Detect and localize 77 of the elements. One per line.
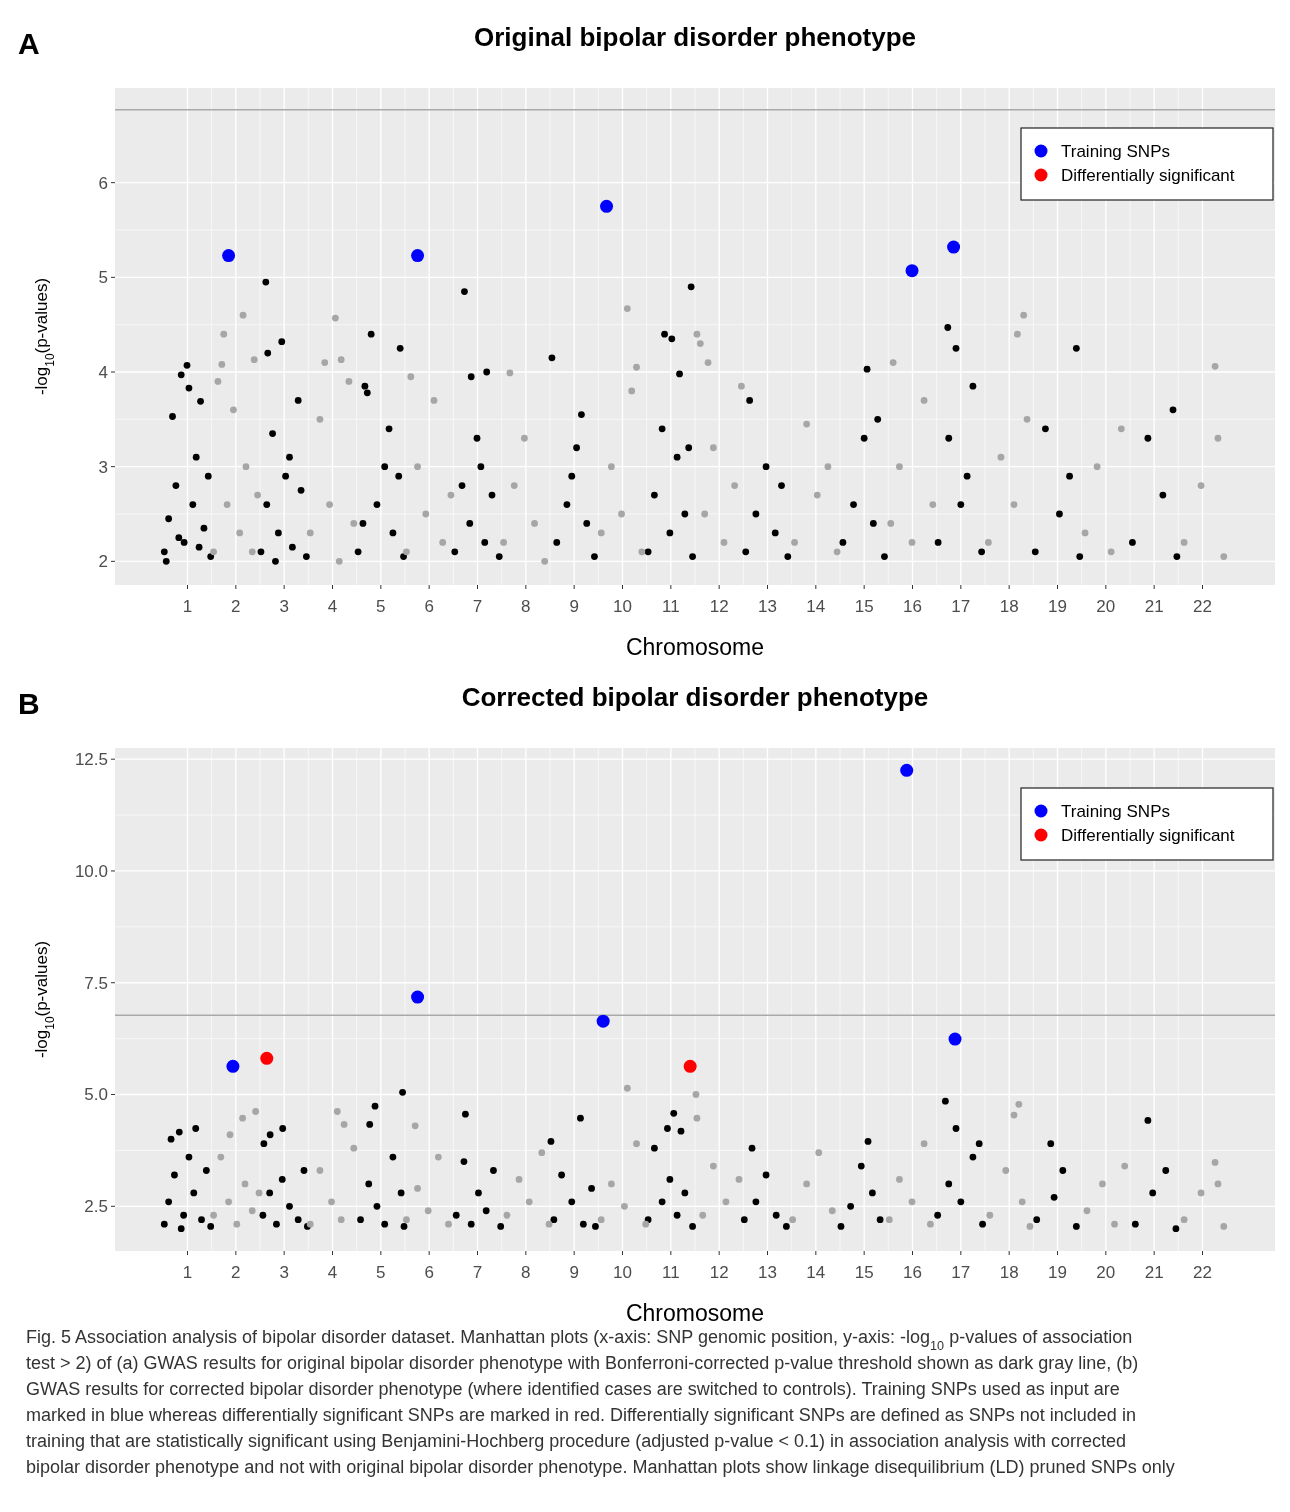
y-tick-label: 5 [98, 268, 108, 288]
legend-label: Training SNPs [1061, 141, 1170, 161]
x-tick-label: 15 [854, 597, 874, 616]
y-tick-label: 10.0 [74, 861, 108, 881]
x-tick-label: 7 [472, 1263, 483, 1282]
x-axis-title: Chromosome [625, 1300, 765, 1326]
x-tick-label: 8 [521, 597, 531, 616]
y-tick-label: 5.0 [84, 1085, 108, 1105]
x-tick-label: 20 [1096, 597, 1116, 616]
y-tick-label: 2 [98, 552, 108, 572]
point [947, 240, 961, 254]
x-tick-label: 10 [613, 597, 632, 616]
x-tick-label: 14 [806, 1263, 826, 1282]
x-tick-label: 18 [999, 1263, 1019, 1282]
x-tick-label: 2 [231, 1263, 241, 1282]
point [226, 1059, 240, 1073]
legend-label: Differentially significant [1061, 165, 1235, 185]
x-tick-label: 12 [709, 597, 729, 616]
x-tick-label: 18 [999, 597, 1019, 616]
x-tick-label: 22 [1193, 597, 1212, 616]
x-tick-label: 4 [327, 597, 338, 616]
x-tick-label: 6 [424, 597, 434, 616]
point [411, 249, 425, 263]
point [411, 990, 425, 1004]
x-tick-label: 10 [613, 1263, 632, 1282]
x-tick-label: 6 [424, 1263, 434, 1282]
x-axis-title: Chromosome [625, 634, 765, 660]
point [260, 1051, 274, 1065]
x-tick-label: 11 [662, 1263, 680, 1282]
x-tick-label: 15 [854, 1263, 874, 1282]
x-tick-label: 3 [279, 597, 289, 616]
x-tick-label: 4 [327, 1263, 338, 1282]
x-tick-label: 19 [1048, 597, 1067, 616]
text: B [18, 687, 40, 720]
y-tick-label: 3 [98, 457, 108, 477]
point [683, 1059, 697, 1073]
x-tick-label: 17 [951, 1263, 971, 1282]
x-tick-label: 5 [376, 597, 386, 616]
x-tick-label: 19 [1048, 1263, 1067, 1282]
chart-title: Corrected bipolar disorder phenotype [461, 682, 929, 712]
x-tick-label: 5 [376, 1263, 386, 1282]
x-tick-label: 8 [521, 1263, 531, 1282]
x-tick-label: 1 [182, 597, 193, 616]
x-tick-label: 11 [662, 597, 680, 616]
x-tick-label: 22 [1193, 1263, 1212, 1282]
chart-title: Original bipolar disorder phenotype [473, 22, 917, 52]
y-tick-label: 6 [98, 173, 108, 193]
point [905, 264, 919, 278]
caption: Fig. 5 Association analysis of bipolar disorder dataset. Manhattan plots (x-axis: SNP genomic position, y-axis: -log$_{10}$ p-values of association test > 2) of (a) GWAS results for original bipolar disorder phenotype with Bonferroni-corrected p-value threshold shown as dark gray line, (b) GWAS results for corrected bipolar disorder phenotype (where identified cases are switched to controls). Training SNPs used as input are marked in blue whereas differentially significant SNPs are marked in red. Differentially significant SNPs are defined as SNPs not included in training that are statistically significant using Benjamini-Hochberg procedure (adjusted p-value < 0.1) in association analysis with corrected bipolar disorder phenotype and not with original bipolar disorder phenotype. Manhattan plots show linkage disequilibrium (LD) pruned SNPs only [26, 1327, 1175, 1477]
legend-label: Differentially significant [1061, 825, 1235, 845]
legend-label: Training SNPs [1061, 801, 1170, 821]
x-tick-label: 16 [903, 597, 922, 616]
y-tick-label: 2.5 [84, 1197, 108, 1217]
x-tick-label: 9 [569, 597, 579, 616]
x-tick-label: 21 [1144, 1263, 1164, 1282]
x-tick-label: 9 [569, 1263, 579, 1282]
x-tick-label: 21 [1144, 597, 1164, 616]
x-tick-label: 13 [758, 597, 777, 616]
y-tick-label: 12.5 [74, 750, 108, 770]
x-tick-label: 13 [758, 1263, 777, 1282]
x-tick-label: 14 [806, 597, 826, 616]
x-tick-label: 20 [1096, 1263, 1116, 1282]
x-tick-label: 12 [709, 1263, 729, 1282]
point [600, 199, 614, 213]
x-tick-label: 17 [951, 597, 971, 616]
text: A [18, 27, 40, 60]
x-tick-label: 7 [472, 597, 483, 616]
x-tick-label: 3 [279, 1263, 289, 1282]
point [900, 763, 914, 777]
x-tick-label: 16 [903, 1263, 922, 1282]
x-tick-label: 1 [182, 1263, 193, 1282]
y-tick-label: 4 [98, 362, 108, 382]
point [948, 1032, 962, 1046]
y-tick-label: 7.5 [84, 973, 108, 993]
point [222, 249, 236, 263]
point [596, 1014, 610, 1028]
x-tick-label: 2 [231, 597, 241, 616]
